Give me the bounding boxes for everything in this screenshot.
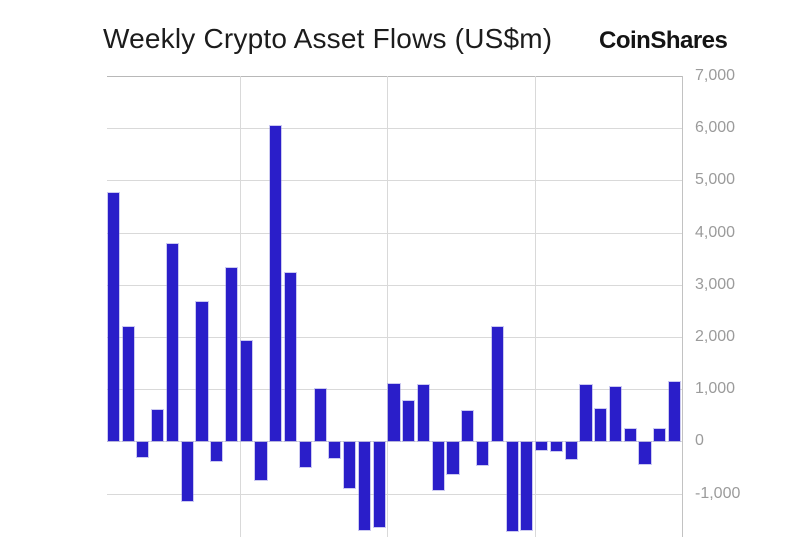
bar-week-39 [668, 382, 681, 442]
plot-area [107, 76, 683, 537]
bar-week-15 [314, 388, 326, 442]
bar-week-9 [225, 268, 238, 442]
bar-week-18 [358, 442, 371, 531]
bar-week-20 [388, 384, 400, 442]
bar-week-7 [196, 302, 208, 442]
bar-week-12 [270, 125, 282, 442]
y-tick-label-5000: 5,000 [695, 171, 736, 189]
bar-week-35 [609, 386, 622, 442]
bar-week-33 [580, 385, 592, 442]
gridline-h--1000 [107, 493, 683, 495]
y-tick-label--1000: -1,000 [695, 484, 741, 502]
gridline-h-5000 [107, 180, 683, 182]
coinshares-logo: CoinShares [599, 27, 728, 54]
bar-week-28 [506, 442, 518, 532]
bar-week-5 [166, 244, 179, 442]
bar-week-27 [491, 327, 503, 442]
y-tick-label-1000: 1,000 [695, 380, 736, 398]
bar-week-16 [329, 442, 341, 459]
bar-week-13 [284, 272, 297, 442]
plot-frame-right [682, 76, 683, 537]
bar-week-32 [565, 442, 577, 459]
bar-week-36 [624, 428, 636, 442]
bar-week-11 [255, 442, 267, 480]
y-tick-label-7000: 7,000 [695, 67, 736, 84]
gridline-v-3 [534, 76, 536, 537]
gridline-h-4000 [107, 232, 683, 234]
gridline-h-2000 [107, 337, 683, 338]
bar-week-37 [639, 442, 651, 464]
y-axis: 7,000 6,000 5,000 4,000 3,000 2,000 1,000 0 -1,0… [695, 68, 805, 537]
bar-week-34 [595, 409, 607, 442]
bar-week-19 [373, 442, 385, 528]
gridline-h-7000 [107, 76, 683, 77]
bar-week-21 [403, 400, 415, 442]
bar-week-10 [240, 340, 252, 442]
bar-week-38 [654, 428, 666, 442]
gridline-h-0 [107, 441, 683, 443]
bar-week-14 [299, 442, 311, 467]
bar-week-24 [447, 442, 459, 475]
bar-week-17 [344, 442, 356, 488]
gridline-h-6000 [107, 128, 683, 130]
bar-week-3 [137, 442, 149, 457]
gridline-v-2 [387, 76, 388, 537]
y-tick-label-6000: 6,000 [695, 119, 736, 137]
chart-title: Weekly Crypto Asset Flows (US$m) [103, 23, 553, 54]
bar-week-29 [521, 442, 533, 530]
bar-week-31 [550, 442, 563, 452]
gridline-v-1 [240, 76, 241, 537]
y-tick-label-4000: 4,000 [695, 223, 736, 241]
bar-week-26 [476, 442, 489, 466]
bar-week-25 [462, 410, 474, 442]
bar-week-22 [417, 384, 430, 442]
bar-week-1 [107, 193, 119, 442]
y-tick-label-3000: 3,000 [695, 275, 736, 293]
bar-week-30 [536, 442, 548, 451]
bar-week-8 [211, 442, 223, 461]
bar-week-6 [181, 442, 193, 502]
gridline-h-3000 [107, 284, 683, 286]
bar-week-4 [152, 410, 164, 442]
y-tick-label-0: 0 [695, 432, 704, 450]
bar-week-23 [432, 442, 444, 491]
bar-week-2 [122, 326, 134, 442]
y-tick-label-2000: 2,000 [695, 328, 736, 345]
